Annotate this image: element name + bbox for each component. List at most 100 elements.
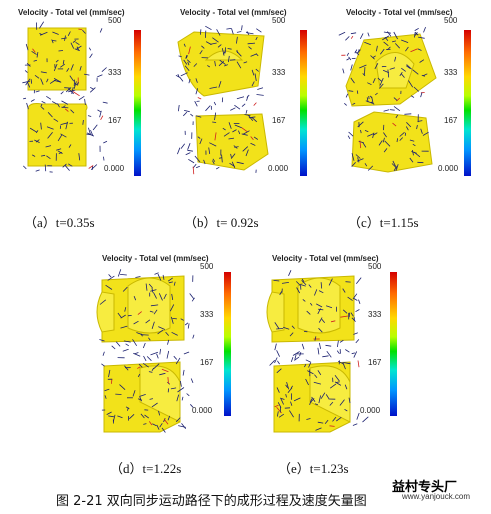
- velocity-vector: [223, 132, 230, 137]
- velocity-vector: [290, 356, 294, 363]
- velocity-vector: [302, 299, 306, 302]
- velocity-vector: [378, 140, 383, 146]
- velocity-vector: [313, 381, 322, 385]
- velocity-vector: [62, 59, 65, 65]
- velocity-vector: [135, 276, 141, 278]
- velocity-vector: [357, 157, 360, 163]
- velocity-vector: [187, 149, 193, 152]
- velocity-vector: [34, 139, 40, 143]
- velocity-vector: [30, 79, 33, 84]
- velocity-vector: [376, 45, 378, 52]
- velocity-vector: [347, 135, 351, 140]
- velocity-vector: [294, 354, 297, 360]
- velocity-vector: [355, 309, 360, 313]
- velocity-vector: [359, 64, 367, 69]
- velocity-vector: [365, 100, 373, 104]
- velocity-vector: [105, 284, 113, 290]
- velocity-vector: [406, 122, 412, 128]
- velocity-vector: [70, 42, 75, 49]
- velocity-vector: [205, 25, 212, 31]
- velocity-vector: [97, 109, 101, 113]
- velocity-vector: [348, 56, 352, 61]
- velocity-vector: [278, 413, 285, 418]
- velocity-vector: [372, 132, 375, 139]
- velocity-vector: [64, 108, 69, 112]
- velocity-vector: [321, 318, 326, 324]
- velocity-vector: [35, 169, 40, 172]
- velocity-vector: [358, 299, 361, 305]
- scale-tick-167: 167: [200, 358, 214, 367]
- velocity-vector: [194, 101, 198, 107]
- velocity-vector: [69, 75, 75, 82]
- panel-title: Velocity - Total vel (mm/sec): [272, 254, 379, 263]
- velocity-vector: [183, 59, 188, 65]
- velocity-vector: [383, 31, 391, 34]
- velocity-vector: [410, 95, 415, 98]
- velocity-vector: [44, 164, 47, 172]
- scale-tick-333: 333: [444, 68, 458, 77]
- velocity-vector: [183, 43, 186, 47]
- velocity-vector: [336, 381, 340, 383]
- velocity-vector: [36, 52, 39, 58]
- velocity-vector: [212, 158, 216, 162]
- velocity-vector: [360, 129, 362, 134]
- velocity-vector: [137, 366, 141, 369]
- velocity-vector: [234, 146, 239, 148]
- velocity-vector: [242, 130, 250, 135]
- velocity-vector: [200, 29, 202, 35]
- velocity-vector: [104, 395, 107, 399]
- velocity-vector: [115, 341, 121, 347]
- velocity-vector: [218, 80, 222, 88]
- scale-tick-max: 500: [108, 16, 122, 25]
- velocity-vector: [242, 146, 249, 152]
- velocity-vector: [305, 378, 309, 386]
- velocity-vector: [393, 106, 401, 112]
- velocity-vector: [346, 58, 350, 61]
- velocity-vector: [188, 46, 191, 55]
- velocity-vector: [183, 351, 190, 355]
- velocity-vector: [352, 102, 356, 105]
- velocity-vector: [339, 339, 344, 343]
- velocity-vector: [340, 315, 348, 318]
- velocity-vector: [40, 154, 46, 157]
- velocity-vector: [149, 398, 153, 400]
- velocity-vector: [161, 368, 169, 373]
- panel-a-render: [22, 21, 108, 173]
- velocity-vector: [62, 163, 67, 168]
- velocity-vector: [301, 278, 305, 282]
- velocity-vector: [285, 394, 287, 398]
- velocity-vector: [125, 406, 130, 410]
- velocity-vector: [347, 296, 353, 301]
- panel-c-render: [338, 26, 437, 173]
- velocity-vector: [178, 104, 180, 112]
- velocity-vector: [277, 360, 280, 365]
- velocity-vector: [314, 336, 317, 341]
- velocity-vector: [190, 113, 194, 117]
- velocity-vector: [82, 29, 86, 34]
- velocity-vector: [255, 68, 259, 72]
- velocity-vector: [212, 121, 217, 123]
- velocity-vector: [167, 377, 169, 384]
- velocity-vector: [148, 371, 153, 373]
- watermark-url: www.yanjouck.com: [402, 492, 471, 501]
- velocity-vector: [39, 33, 43, 36]
- velocity-vector: [40, 103, 43, 107]
- panel-title: Velocity - Total vel (mm/sec): [102, 254, 209, 263]
- velocity-vector: [150, 304, 159, 307]
- velocity-vector: [84, 98, 86, 106]
- velocity-vector: [46, 95, 52, 100]
- velocity-vector: [52, 31, 59, 35]
- velocity-vector: [399, 131, 405, 137]
- velocity-vector: [377, 77, 383, 82]
- velocity-vector: [178, 55, 182, 58]
- velocity-vector: [383, 109, 390, 112]
- velocity-vector: [142, 362, 149, 368]
- velocity-vector: [356, 49, 361, 54]
- velocity-vector: [61, 106, 69, 109]
- velocity-vector: [120, 274, 127, 276]
- velocity-vector: [88, 165, 94, 169]
- velocity-vector: [277, 411, 279, 417]
- velocity-vector: [129, 414, 135, 420]
- velocity-vector: [301, 343, 305, 350]
- velocity-vector: [314, 289, 318, 296]
